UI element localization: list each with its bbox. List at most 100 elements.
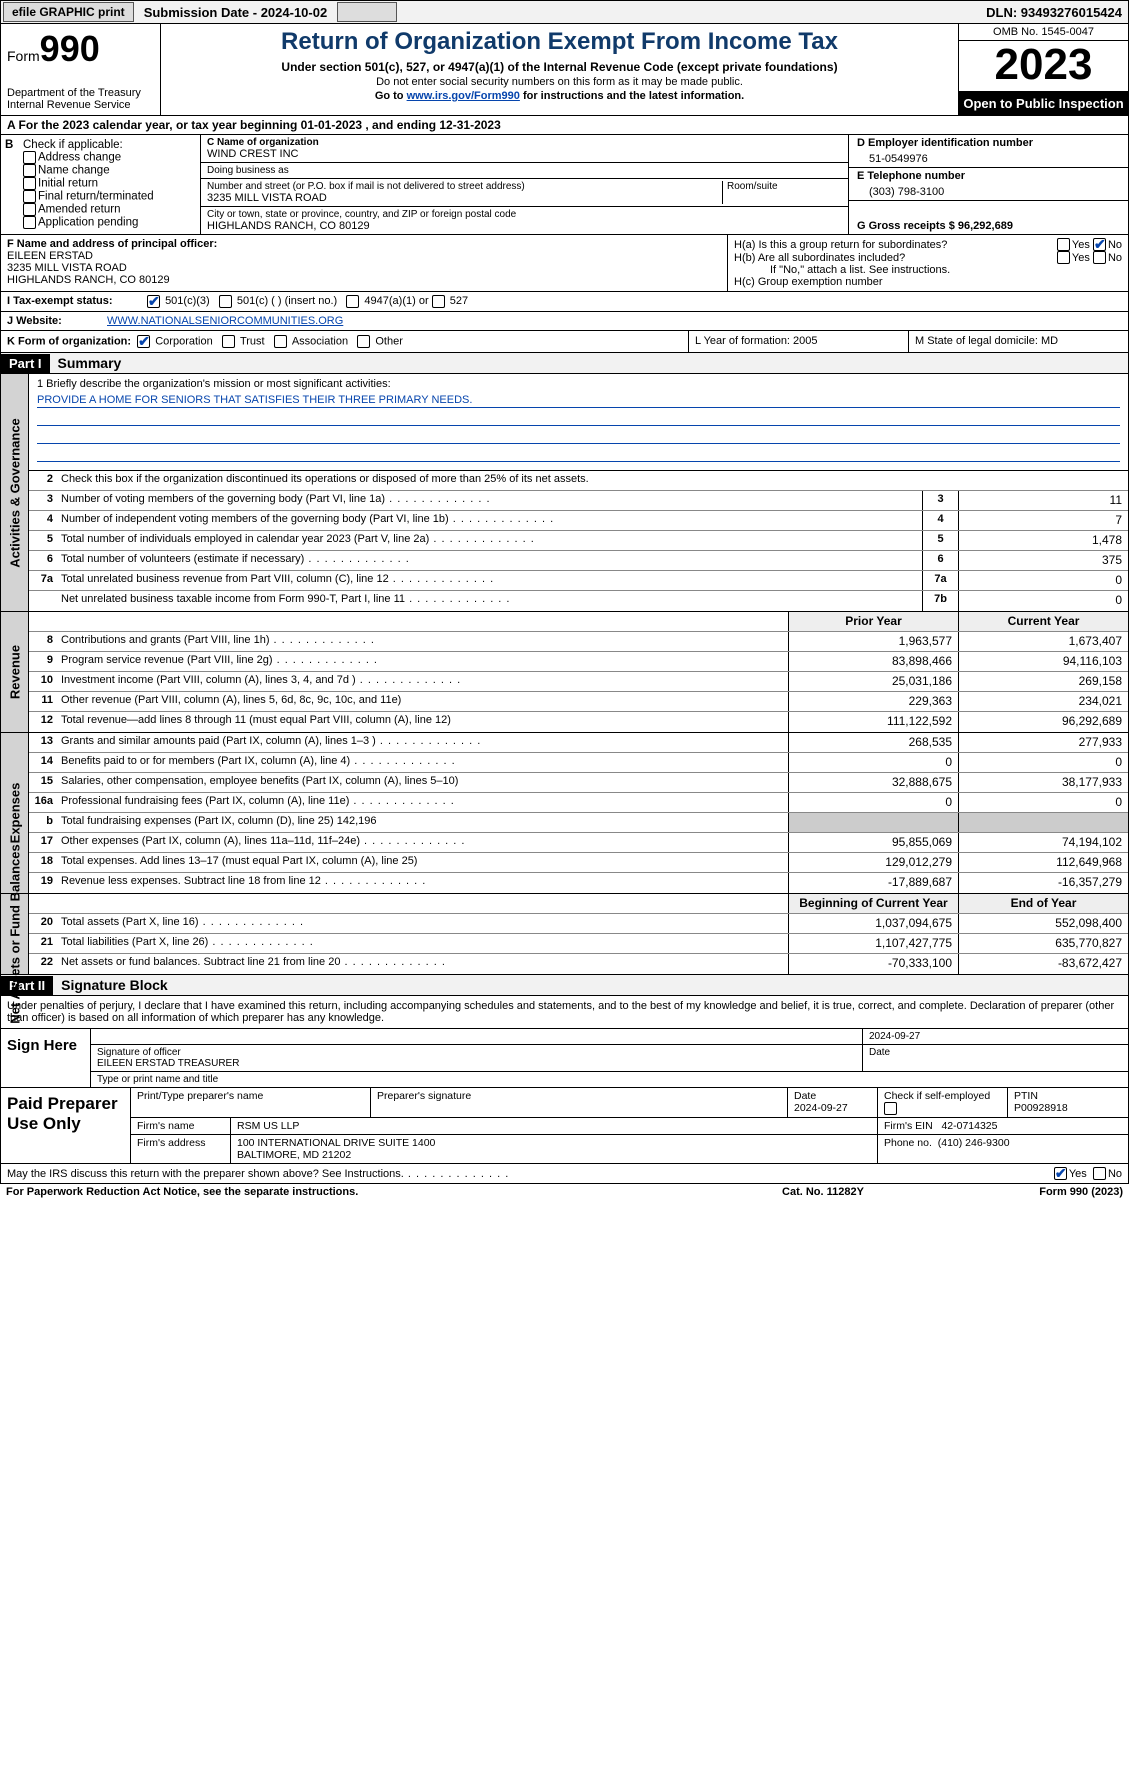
street-value: 3235 MILL VISTA ROAD	[207, 192, 722, 204]
cb-address-change[interactable]: Address change	[23, 151, 194, 164]
phone-value: (303) 798-3100	[857, 182, 1120, 198]
hdr-begin-year: Beginning of Current Year	[788, 894, 958, 913]
firm-addr-1: 100 INTERNATIONAL DRIVE SUITE 1400	[237, 1137, 871, 1149]
discuss-label: May the IRS discuss this return with the…	[7, 1168, 1054, 1180]
cb-self-employed[interactable]	[884, 1102, 897, 1115]
line-12: Total revenue—add lines 8 through 11 (mu…	[57, 712, 788, 732]
firm-ein-value: 42-0714325	[941, 1120, 997, 1132]
line-17: Other expenses (Part IX, column (A), lin…	[57, 833, 788, 852]
tax-year: 2023	[959, 41, 1128, 92]
sig-officer-name: EILEEN ERSTAD TREASURER	[97, 1058, 856, 1069]
mission-question: 1 Briefly describe the organization's mi…	[37, 378, 1120, 390]
dln-label: DLN: 93493276015424	[986, 5, 1128, 20]
discuss-yes[interactable]	[1054, 1167, 1067, 1180]
line-3: Number of voting members of the governin…	[57, 491, 922, 510]
part1-header: Part I Summary	[0, 353, 1129, 374]
box-c: C Name of organization WIND CREST INC Do…	[201, 135, 848, 234]
sign-here-block: Sign Here 2024-09-27 Signature of office…	[0, 1029, 1129, 1088]
side-expenses: Expenses	[7, 783, 22, 844]
line-16a: Professional fundraising fees (Part IX, …	[57, 793, 788, 812]
room-label: Room/suite	[727, 181, 842, 192]
prep-self-emp: Check if self-employed	[878, 1088, 1008, 1117]
hdr-end-year: End of Year	[958, 894, 1128, 913]
signature-intro: Under penalties of perjury, I declare th…	[0, 996, 1129, 1029]
line-5: Total number of individuals employed in …	[57, 531, 922, 550]
i-label: I Tax-exempt status:	[7, 295, 147, 308]
efile-print-button[interactable]: efile GRAPHIC print	[3, 2, 134, 22]
cb-527[interactable]	[432, 295, 445, 308]
officer-street: 3235 MILL VISTA ROAD	[7, 262, 721, 274]
part2-header: Part II Signature Block	[0, 975, 1129, 996]
year-formation: L Year of formation: 2005	[688, 331, 908, 352]
hb-no[interactable]	[1093, 251, 1106, 264]
cb-final-return[interactable]: Final return/terminated	[23, 190, 194, 203]
net-assets-section: Net Assets or Fund Balances Beginning of…	[0, 894, 1129, 975]
val-7b: 0	[958, 591, 1128, 611]
line-20: Total assets (Part X, line 16)	[57, 914, 788, 933]
firm-phone-label: Phone no.	[884, 1137, 932, 1149]
j-label: J Website:	[7, 315, 107, 327]
val-3: 11	[958, 491, 1128, 510]
line-14: Benefits paid to or for members (Part IX…	[57, 753, 788, 772]
cb-initial-return[interactable]: Initial return	[23, 177, 194, 190]
hc-label: H(c) Group exemption number	[734, 276, 1122, 288]
sig-date-label: Date	[863, 1045, 1128, 1071]
line-18: Total expenses. Add lines 13–17 (must eq…	[57, 853, 788, 872]
cb-trust[interactable]	[222, 335, 235, 348]
org-name-label: C Name of organization	[207, 137, 842, 148]
ptin-label: PTIN	[1014, 1090, 1122, 1102]
firm-ein-label: Firm's EIN	[884, 1120, 933, 1132]
cb-application-pending[interactable]: Application pending	[23, 216, 194, 229]
city-label: City or town, state or province, country…	[207, 209, 842, 220]
top-bar: efile GRAPHIC print Submission Date - 20…	[0, 0, 1129, 24]
side-governance: Activities & Governance	[7, 418, 22, 568]
discuss-row: May the IRS discuss this return with the…	[0, 1164, 1129, 1184]
firm-phone-value: (410) 246-9300	[938, 1137, 1010, 1149]
ssn-warning: Do not enter social security numbers on …	[165, 76, 954, 88]
prep-date-hdr: Date	[794, 1090, 871, 1102]
expenses-section: Expenses 13Grants and similar amounts pa…	[0, 733, 1129, 894]
line-22: Net assets or fund balances. Subtract li…	[57, 954, 788, 974]
firm-name-value: RSM US LLP	[231, 1118, 878, 1134]
cb-association[interactable]	[274, 335, 287, 348]
cb-other[interactable]	[357, 335, 370, 348]
hb-yes[interactable]	[1057, 251, 1070, 264]
type-name-label: Type or print name and title	[91, 1072, 1128, 1087]
row-k: K Form of organization: Corporation Trus…	[0, 331, 1129, 353]
row-tax-exempt: I Tax-exempt status: 501(c)(3) 501(c) ( …	[0, 292, 1129, 312]
gross-receipts: G Gross receipts $ 96,292,689	[857, 220, 1013, 232]
cb-amended-return[interactable]: Amended return	[23, 203, 194, 216]
cb-501c[interactable]	[219, 295, 232, 308]
cb-corporation[interactable]	[137, 335, 150, 348]
hb-label: H(b) Are all subordinates included?	[734, 252, 1057, 264]
sign-here-label: Sign Here	[1, 1029, 91, 1087]
cb-501c3[interactable]	[147, 295, 160, 308]
ha-yes[interactable]	[1057, 238, 1070, 251]
form-subtitle: Under section 501(c), 527, or 4947(a)(1)…	[165, 60, 954, 74]
prep-sig-hdr: Preparer's signature	[371, 1088, 788, 1117]
discuss-no[interactable]	[1093, 1167, 1106, 1180]
firm-addr-2: BALTIMORE, MD 21202	[237, 1149, 871, 1161]
hb-note: If "No," attach a list. See instructions…	[734, 264, 1122, 276]
box-d: D Employer identification number 51-0549…	[848, 135, 1128, 234]
blank-button[interactable]	[337, 2, 397, 22]
irs-link[interactable]: www.irs.gov/Form990	[407, 90, 520, 102]
ein-label: D Employer identification number	[857, 137, 1120, 149]
line-15: Salaries, other compensation, employee b…	[57, 773, 788, 792]
line-9: Program service revenue (Part VIII, line…	[57, 652, 788, 671]
cat-no: Cat. No. 11282Y	[723, 1186, 923, 1198]
line-10: Investment income (Part VIII, column (A)…	[57, 672, 788, 691]
cb-name-change[interactable]: Name change	[23, 164, 194, 177]
department-label: Department of the Treasury Internal Reve…	[7, 87, 154, 111]
ptin-value: P00928918	[1014, 1102, 1122, 1114]
sign-date: 2024-09-27	[863, 1029, 1128, 1044]
ha-label: H(a) Is this a group return for subordin…	[734, 239, 1057, 251]
ha-no[interactable]	[1093, 238, 1106, 251]
cb-4947[interactable]	[346, 295, 359, 308]
website-link[interactable]: WWW.NATIONALSENIORCOMMUNITIES.ORG	[107, 315, 343, 327]
row-website: J Website: WWW.NATIONALSENIORCOMMUNITIES…	[0, 312, 1129, 331]
firm-addr-label: Firm's address	[131, 1135, 231, 1163]
paid-preparer-block: Paid Preparer Use Only Print/Type prepar…	[0, 1088, 1129, 1164]
prep-name-hdr: Print/Type preparer's name	[131, 1088, 371, 1117]
val-7a: 0	[958, 571, 1128, 590]
